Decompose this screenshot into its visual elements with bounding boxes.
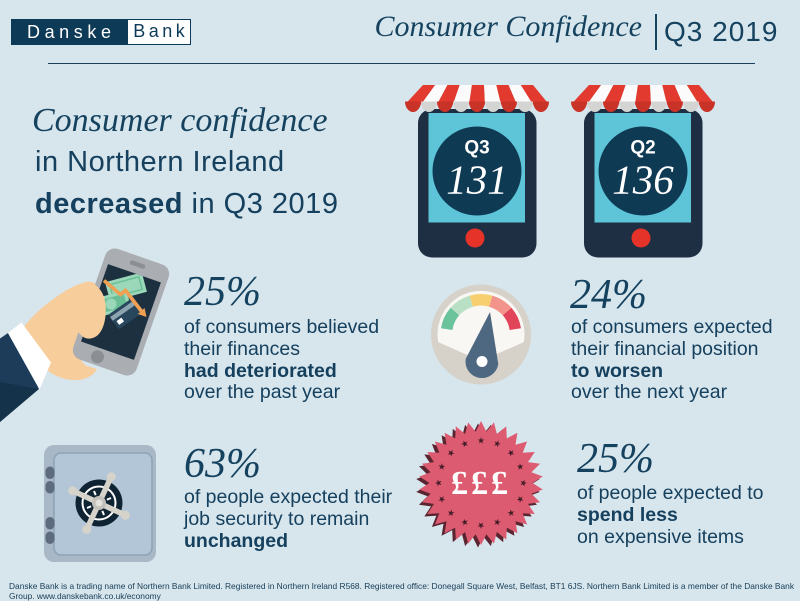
svg-text:★: ★ bbox=[519, 479, 529, 487]
svg-text:★: ★ bbox=[477, 436, 485, 446]
svg-text:★: ★ bbox=[434, 479, 444, 487]
svg-text:£££: £££ bbox=[451, 465, 511, 502]
svg-text:★: ★ bbox=[436, 461, 448, 472]
svg-text:★: ★ bbox=[459, 516, 470, 528]
svg-text:Q2: Q2 bbox=[630, 138, 655, 159]
svg-text:★: ★ bbox=[492, 516, 503, 528]
svg-text:Q3: Q3 bbox=[464, 138, 489, 159]
svg-text:131: 131 bbox=[446, 157, 508, 203]
svg-text:★: ★ bbox=[459, 438, 470, 450]
svg-text:136: 136 bbox=[612, 157, 674, 203]
svg-text:★: ★ bbox=[492, 438, 503, 450]
svg-text:★: ★ bbox=[514, 461, 526, 472]
svg-text:★: ★ bbox=[436, 494, 448, 505]
svg-text:★: ★ bbox=[514, 494, 526, 505]
svg-text:★: ★ bbox=[477, 521, 485, 531]
